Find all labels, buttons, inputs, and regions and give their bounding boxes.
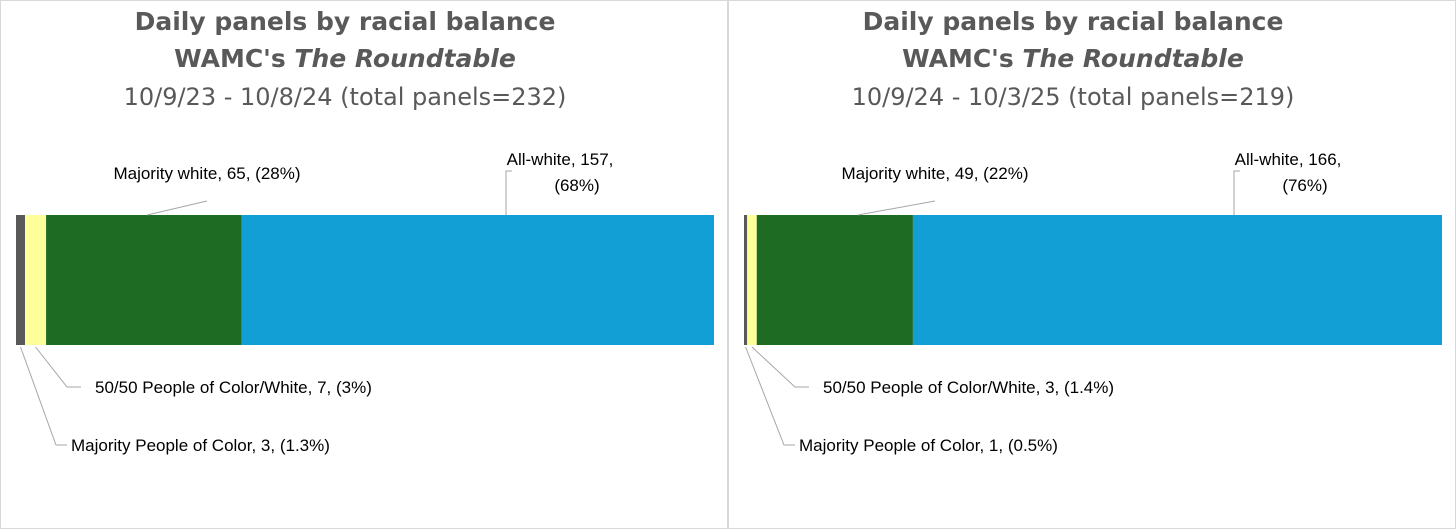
data-label-fifty-fifty: 50/50 People of Color/White, 3, (1.4%) bbox=[823, 378, 1114, 397]
chart-title-line1: Daily panels by racial balance bbox=[135, 7, 556, 36]
data-label-all-white-line1: All-white, 157, bbox=[507, 150, 614, 169]
bar-segment-majority-people-of-color bbox=[16, 215, 26, 345]
bar-segment-50-50-people-of-color-white bbox=[747, 215, 757, 345]
data-label-majority-white: Majority white, 49, (22%) bbox=[841, 164, 1028, 183]
chart-title-show: The Roundtable bbox=[1022, 44, 1243, 73]
bar-segment-50-50-people-of-color-white bbox=[25, 215, 47, 345]
data-label-all-white-line2: (68%) bbox=[554, 176, 599, 195]
data-label-majority-white: Majority white, 65, (28%) bbox=[113, 164, 300, 183]
chart-title-station: WAMC's bbox=[902, 44, 1022, 73]
chart-panel-left: Daily panels by racial balance WAMC's Th… bbox=[0, 0, 728, 529]
leader-line-majority-white bbox=[146, 200, 208, 216]
data-labels: Majority People of Color, 1, (0.5%) 50/50… bbox=[745, 150, 1342, 455]
data-label-all-white-line1: All-white, 166, bbox=[1235, 150, 1342, 169]
chart-title-show: The Roundtable bbox=[294, 44, 515, 73]
chart-title-line2: WAMC's The Roundtable bbox=[174, 44, 516, 73]
leader-line-majority-people-of-color bbox=[745, 346, 795, 446]
bar-segments bbox=[744, 215, 1442, 345]
chart-title-station: WAMC's bbox=[174, 44, 294, 73]
bar-segment-majority-white bbox=[46, 215, 242, 345]
data-label-majority-people-of-color: Majority People of Color, 1, (0.5%) bbox=[799, 436, 1058, 455]
bar-segment-majority-people-of-color bbox=[744, 215, 748, 345]
data-label-fifty-fifty: 50/50 People of Color/White, 7, (3%) bbox=[95, 378, 372, 397]
leader-line-all-white bbox=[505, 170, 512, 215]
bar-segment-all-white bbox=[241, 215, 714, 345]
leader-line-majority-white bbox=[857, 200, 936, 216]
bar-segments bbox=[16, 215, 714, 345]
chart-panel-right: Daily panels by racial balance WAMC's Th… bbox=[728, 0, 1456, 529]
leader-line-fifty-fifty bbox=[751, 346, 809, 388]
chart-title-line1: Daily panels by racial balance bbox=[863, 7, 1284, 36]
data-label-majority-people-of-color: Majority People of Color, 3, (1.3%) bbox=[71, 436, 330, 455]
data-label-all-white-line2: (76%) bbox=[1282, 176, 1327, 195]
bar-segment-majority-white bbox=[756, 215, 913, 345]
chart-subtitle: 10/9/23 - 10/8/24 (total panels=232) bbox=[124, 83, 567, 111]
chart-subtitle: 10/9/24 - 10/3/25 (total panels=219) bbox=[852, 83, 1295, 111]
chart-right: Daily panels by racial balance WAMC's Th… bbox=[744, 7, 1442, 455]
data-labels: Majority People of Color, 3, (1.3%) 50/50… bbox=[20, 150, 614, 455]
chart-title-line2: WAMC's The Roundtable bbox=[902, 44, 1244, 73]
leader-line-all-white bbox=[1233, 170, 1240, 215]
bar-segment-all-white bbox=[912, 215, 1442, 345]
chart-left: Daily panels by racial balance WAMC's Th… bbox=[16, 7, 714, 455]
leader-line-majority-people-of-color bbox=[20, 346, 67, 446]
leader-line-fifty-fifty bbox=[35, 346, 81, 388]
